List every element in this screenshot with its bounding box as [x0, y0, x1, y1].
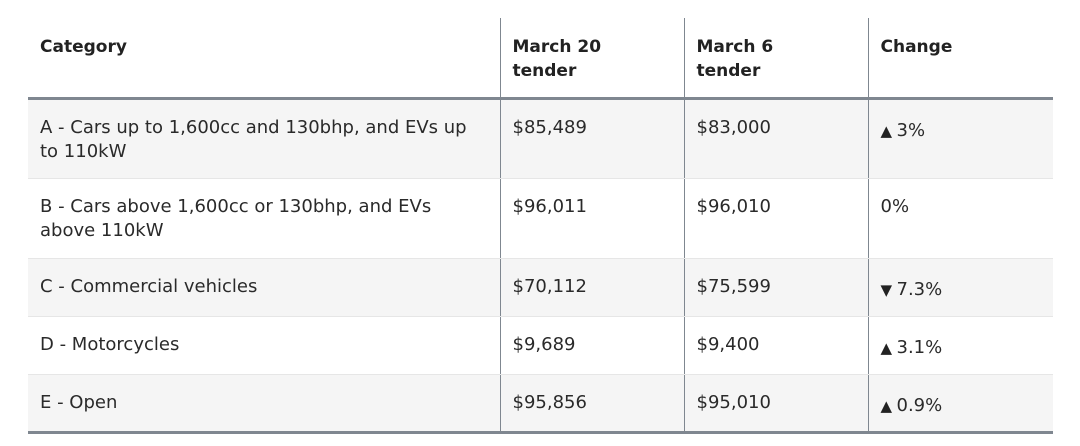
row-category: A - Cars up to 1,600cc and 130bhp, and E… — [28, 98, 500, 179]
header-march6: March 6 tender — [683, 18, 868, 100]
row-change: ▼ 7.3% — [867, 258, 1053, 317]
change-value: 7.3% — [896, 278, 943, 300]
row-category: B - Cars above 1,600cc or 130bhp, and EV… — [28, 178, 500, 259]
change-value: 0.9% — [896, 394, 943, 416]
row-change: ▲ 3.1% — [867, 316, 1053, 375]
table-row: D - Motorcycles $9,689 $9,400 ▲ 3.1% — [28, 316, 1053, 375]
table-row: E - Open $95,856 $95,010 ▲ 0.9% — [28, 374, 1053, 434]
header-march20: March 20 tender — [499, 18, 684, 100]
header-march6-line2: tender — [696, 61, 761, 81]
table-row: A - Cars up to 1,600cc and 130bhp, and E… — [28, 98, 1053, 179]
coe-tender-table: Category March 20 tender March 6 tender … — [28, 18, 1053, 434]
header-march20-line1: March 20 — [512, 37, 602, 57]
down-arrow-icon: ▼ — [880, 280, 893, 299]
row-change: ▲ 0.9% — [867, 374, 1053, 434]
table-row: C - Commercial vehicles $70,112 $75,599 … — [28, 258, 1053, 317]
up-arrow-icon: ▲ — [880, 121, 893, 140]
row-march20: $96,011 — [499, 178, 684, 259]
header-category-label: Category — [40, 37, 127, 57]
header-change: Change — [867, 18, 1053, 100]
row-march6: $75,599 — [683, 258, 868, 317]
row-category: C - Commercial vehicles — [28, 258, 500, 317]
change-value: 3.1% — [896, 336, 943, 358]
up-arrow-icon: ▲ — [880, 396, 893, 415]
header-category: Category — [28, 18, 500, 100]
row-march6: $96,010 — [683, 178, 868, 259]
row-march6: $9,400 — [683, 316, 868, 375]
row-change: 0% — [867, 178, 1053, 259]
row-march6: $95,010 — [683, 374, 868, 434]
header-march20-line2: tender — [512, 61, 577, 81]
row-category: D - Motorcycles — [28, 316, 500, 375]
row-march20: $70,112 — [499, 258, 684, 317]
row-march20: $95,856 — [499, 374, 684, 434]
row-change: ▲ 3% — [867, 98, 1053, 179]
change-value: 0% — [880, 195, 910, 217]
header-change-label: Change — [880, 37, 953, 57]
row-category: E - Open — [28, 374, 500, 434]
change-value: 3% — [896, 119, 926, 141]
row-march20: $9,689 — [499, 316, 684, 375]
up-arrow-icon: ▲ — [880, 338, 893, 357]
table-row: B - Cars above 1,600cc or 130bhp, and EV… — [28, 178, 1053, 259]
row-march6: $83,000 — [683, 98, 868, 179]
header-march6-line1: March 6 — [696, 37, 774, 57]
table-header-row: Category March 20 tender March 6 tender … — [28, 18, 1053, 100]
row-march20: $85,489 — [499, 98, 684, 179]
